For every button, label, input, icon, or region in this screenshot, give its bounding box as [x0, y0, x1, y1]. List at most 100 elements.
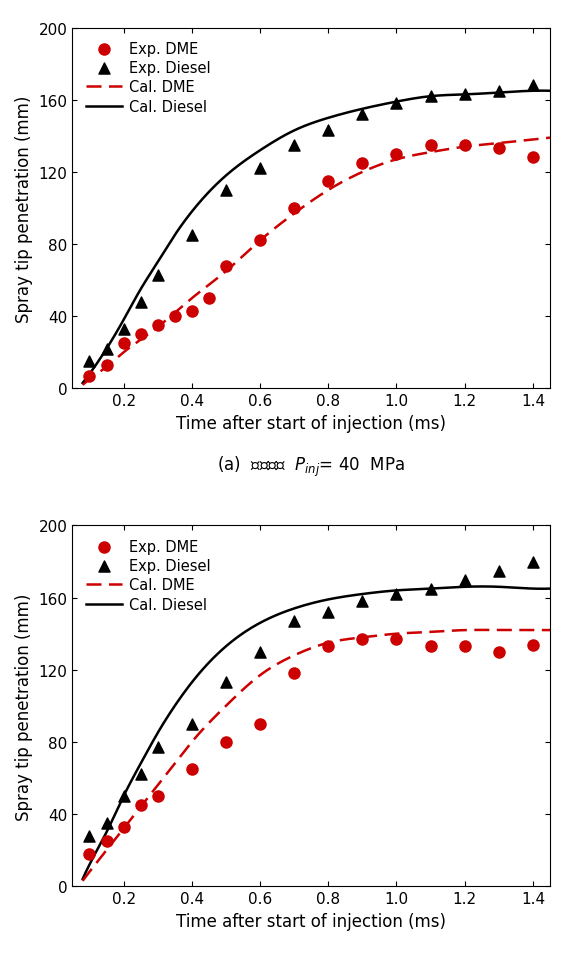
Exp. DME [324, 639, 333, 655]
Exp. Diesel [221, 675, 231, 690]
Exp. Diesel [290, 614, 299, 629]
Cal. DME [81, 378, 88, 390]
Cal. Diesel [473, 581, 480, 593]
Exp. DME [102, 358, 111, 374]
Exp. DME [528, 151, 537, 166]
Legend: Exp. DME, Exp. Diesel, Cal. DME, Cal. Diesel: Exp. DME, Exp. Diesel, Cal. DME, Cal. Di… [80, 533, 217, 618]
Line: Cal. Diesel: Cal. Diesel [82, 91, 550, 383]
Cal. Diesel [358, 104, 364, 115]
Cal. Diesel [366, 103, 372, 114]
Exp. DME [494, 644, 503, 659]
Cal. DME [503, 137, 510, 149]
Exp. DME [205, 292, 214, 307]
Exp. Diesel [255, 161, 264, 176]
Exp. DME [460, 138, 470, 153]
Cal. Diesel [79, 873, 86, 884]
Exp. DME [255, 717, 264, 732]
Exp. Diesel [392, 587, 401, 602]
Cal. Diesel [503, 88, 510, 99]
Exp. Diesel [426, 581, 435, 597]
Cal. Diesel [79, 377, 86, 389]
Cal. DME [356, 632, 363, 643]
Exp. Diesel [153, 740, 162, 755]
Exp. DME [392, 632, 401, 647]
Text: (a)  분사압력  $P_{inj}$= 60  MPa: (a) 분사압력 $P_{inj}$= 60 MPa [218, 951, 405, 953]
Exp. DME [221, 259, 231, 274]
Cal. DME [356, 169, 363, 180]
Cal. Diesel [356, 589, 363, 600]
Legend: Exp. DME, Exp. Diesel, Cal. DME, Cal. Diesel: Exp. DME, Exp. Diesel, Cal. DME, Cal. Di… [80, 36, 217, 121]
Line: Cal. DME: Cal. DME [82, 630, 550, 881]
Exp. Diesel [85, 355, 94, 370]
Cal. Diesel [505, 582, 511, 594]
Exp. Diesel [187, 228, 196, 243]
Cal. Diesel [473, 89, 480, 100]
Exp. Diesel [119, 788, 128, 803]
Exp. Diesel [102, 342, 111, 357]
Exp. DME [102, 834, 111, 849]
Exp. DME [358, 632, 367, 647]
Cal. Diesel [546, 583, 553, 595]
Exp. DME [187, 304, 196, 319]
Cal. DME [473, 140, 480, 152]
Exp. DME [221, 735, 231, 750]
X-axis label: Time after start of injection (ms): Time after start of injection (ms) [176, 415, 446, 433]
Cal. DME [79, 875, 86, 886]
Cal. DME [366, 631, 372, 642]
Cal. DME [358, 168, 364, 179]
Exp. DME [255, 233, 264, 249]
Exp. DME [136, 798, 145, 813]
Exp. Diesel [324, 605, 333, 620]
Exp. Diesel [290, 138, 299, 153]
Exp. DME [170, 310, 179, 325]
Exp. DME [392, 147, 401, 162]
Cal. DME [79, 379, 86, 391]
Exp. Diesel [221, 183, 231, 198]
Exp. Diesel [460, 573, 470, 588]
Exp. DME [528, 638, 537, 653]
Exp. Diesel [102, 816, 111, 831]
Exp. Diesel [153, 268, 162, 283]
Exp. Diesel [358, 108, 367, 123]
Cal. Diesel [81, 870, 88, 882]
Cal. DME [546, 132, 553, 144]
Exp. DME [358, 156, 367, 172]
Exp. Diesel [85, 828, 94, 843]
Y-axis label: Spray tip penetration (mm): Spray tip penetration (mm) [15, 95, 33, 322]
Exp. DME [187, 761, 196, 777]
Exp. DME [426, 639, 435, 655]
Exp. DME [494, 142, 503, 157]
Cal. Diesel [81, 375, 88, 387]
Line: Cal. DME: Cal. DME [82, 138, 550, 385]
Exp. DME [119, 336, 128, 352]
Exp. Diesel [136, 294, 145, 310]
Exp. Diesel [392, 96, 401, 112]
Exp. DME [153, 788, 162, 803]
Exp. Diesel [358, 594, 367, 609]
Exp. DME [153, 318, 162, 334]
Exp. Diesel [494, 563, 503, 578]
Cal. DME [81, 873, 88, 884]
Cal. DME [505, 625, 511, 637]
Cal. Diesel [479, 581, 486, 593]
Exp. Diesel [136, 767, 145, 782]
Exp. Diesel [324, 124, 333, 139]
Exp. DME [119, 820, 128, 835]
Exp. Diesel [255, 644, 264, 659]
Cal. DME [473, 624, 480, 636]
Exp. Diesel [494, 84, 503, 99]
Exp. DME [460, 639, 470, 655]
Cal. Diesel [546, 86, 553, 97]
Cal. DME [475, 624, 481, 636]
Cal. Diesel [539, 86, 546, 97]
Y-axis label: Spray tip penetration (mm): Spray tip penetration (mm) [15, 593, 33, 820]
Exp. Diesel [119, 322, 128, 337]
Cal. DME [358, 632, 364, 643]
Exp. DME [85, 846, 94, 862]
Exp. DME [324, 174, 333, 190]
Cal. DME [546, 625, 553, 637]
Exp. DME [290, 666, 299, 681]
Cal. Diesel [356, 105, 363, 116]
Exp. Diesel [460, 88, 470, 103]
Cal. DME [366, 164, 372, 175]
